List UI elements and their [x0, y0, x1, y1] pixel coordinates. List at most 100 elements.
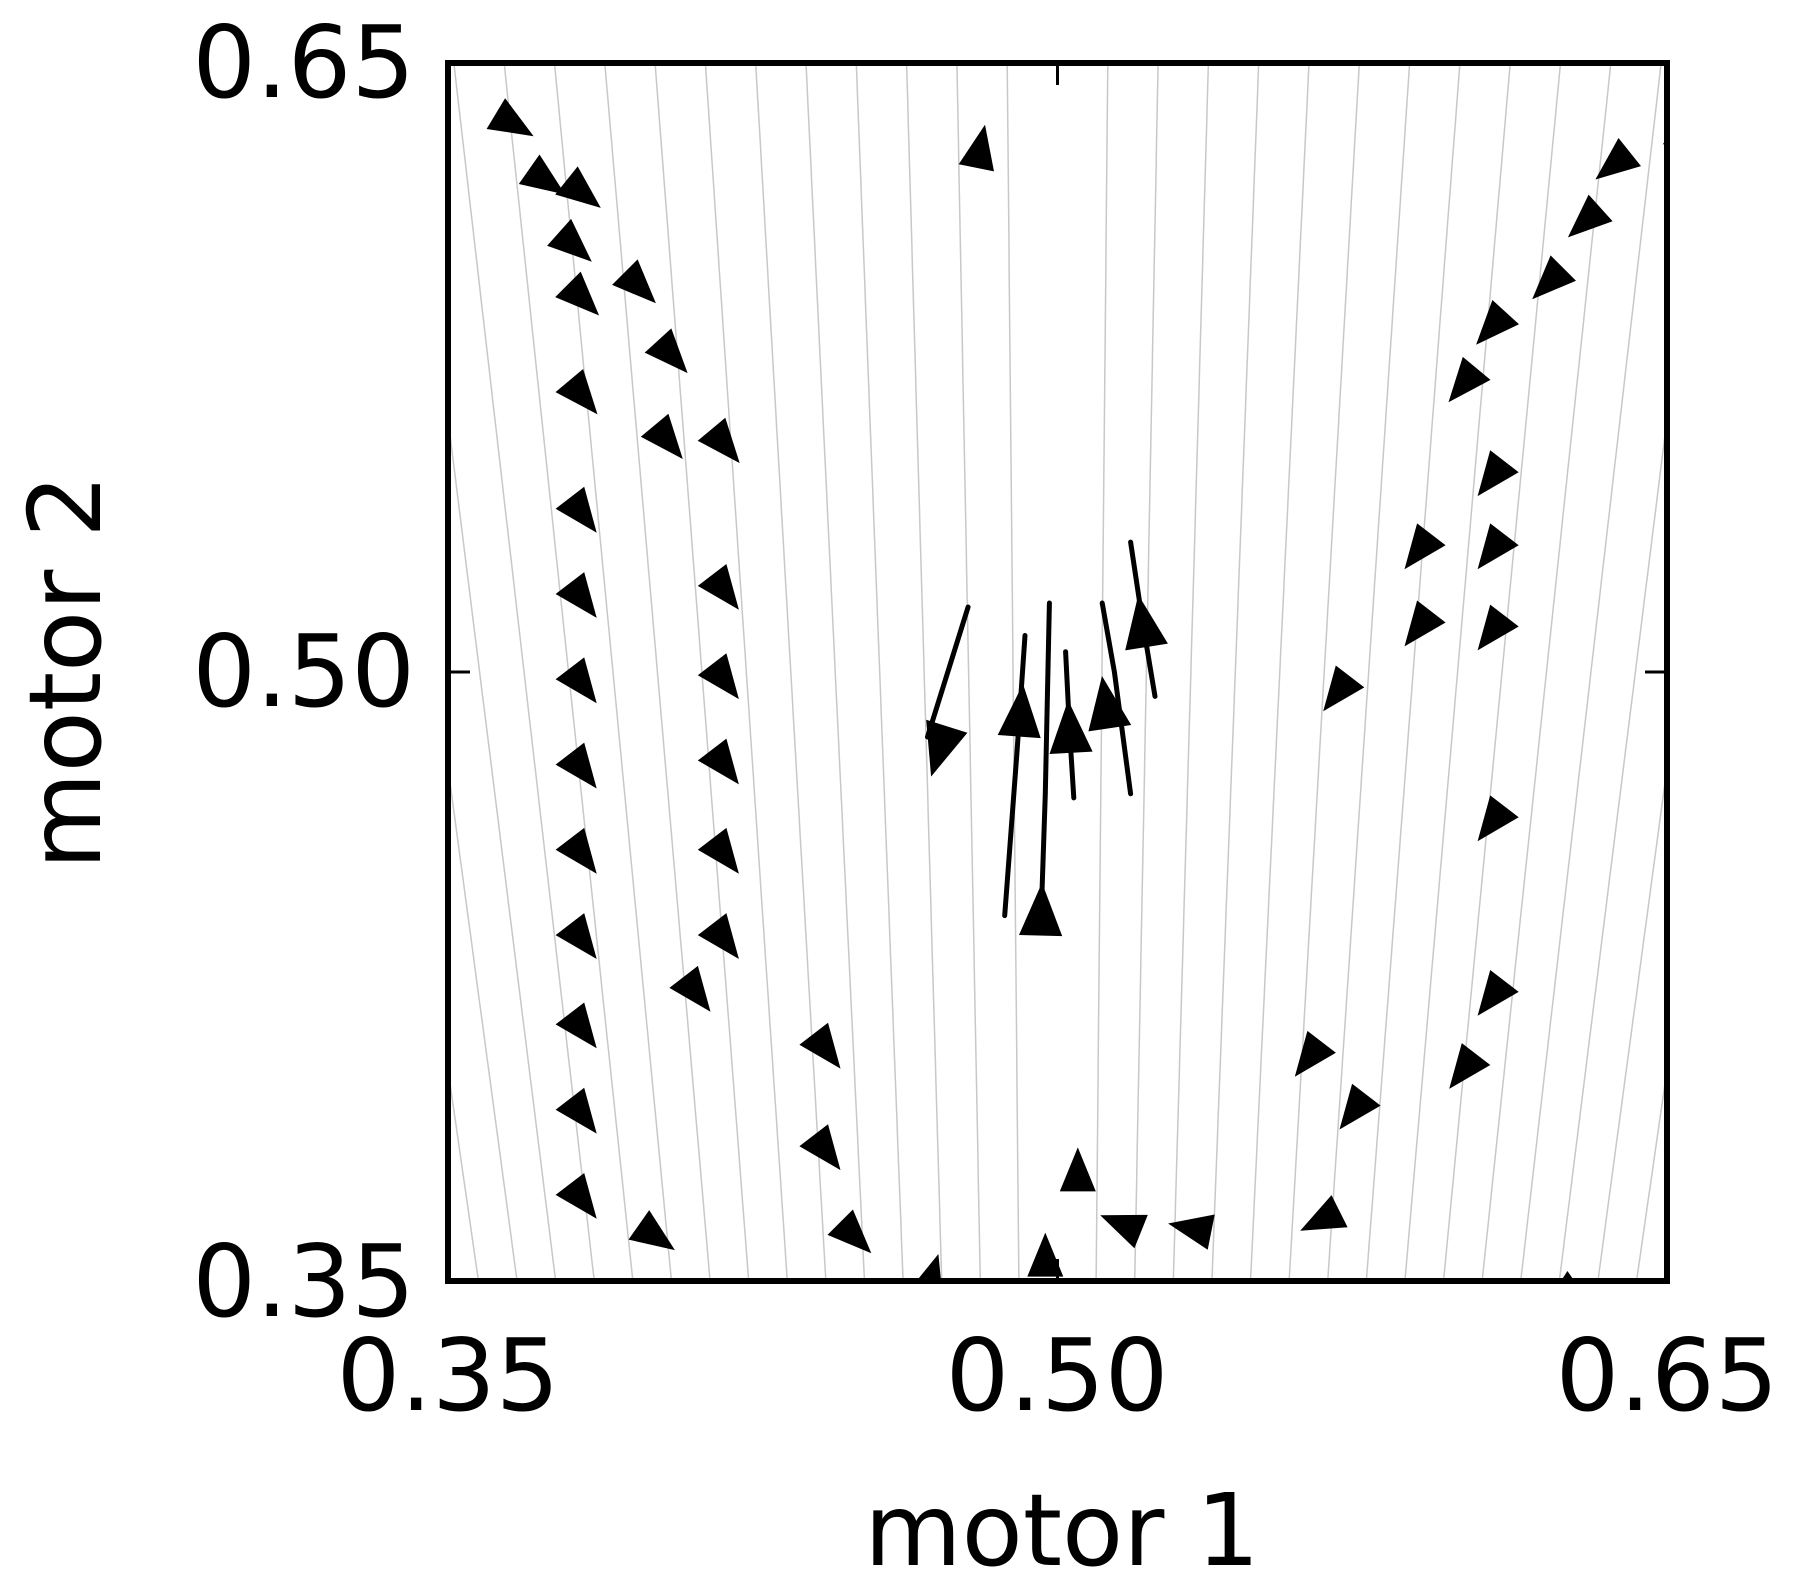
flow-arrow	[555, 271, 600, 316]
highlighted-streamlines	[925, 539, 1158, 919]
flow-arrow	[799, 1022, 841, 1069]
flow-arrow	[1300, 1195, 1348, 1231]
flow-arrow	[486, 98, 534, 137]
flow-arrow	[1567, 194, 1613, 238]
flow-arrow	[555, 657, 597, 704]
background-streamline	[604, 63, 711, 1281]
flow-arrow	[547, 218, 592, 262]
flow-arrow	[1100, 1214, 1148, 1249]
flow-arrow	[1339, 1083, 1381, 1130]
flow-arrow	[1449, 1043, 1491, 1089]
background-streamline	[1597, 761, 1667, 1281]
background-streamline	[1211, 63, 1260, 1281]
background-streamline	[855, 63, 904, 1281]
background-streamline	[1558, 412, 1667, 1281]
x-tick-label: 0.35	[337, 1317, 560, 1434]
background-streamline	[654, 63, 750, 1281]
flow-arrow	[1448, 356, 1491, 403]
flow-arrow	[1059, 1147, 1096, 1192]
highlighted-streamline	[925, 604, 971, 740]
background-streamline	[754, 63, 827, 1281]
background-streamline	[1249, 63, 1310, 1281]
background-streamline	[1519, 63, 1662, 1281]
flow-arrow	[1532, 255, 1576, 300]
x-axis-label: motor 1	[864, 1472, 1260, 1581]
flow-arrow	[555, 913, 597, 959]
flow-arrow	[555, 166, 601, 208]
background-streamline	[1172, 63, 1210, 1281]
background-streamline	[1365, 63, 1461, 1281]
flow-arrow	[644, 328, 688, 374]
background-streamline	[553, 63, 673, 1281]
background-streamline	[1326, 63, 1411, 1281]
background-streamline	[905, 63, 943, 1281]
y-axis-tick-labels: 0.35 0.50 0.65	[192, 4, 415, 1340]
background-streamline	[1095, 63, 1109, 1281]
flow-arrow	[1477, 450, 1519, 497]
background-streamline	[1752, 63, 1800, 1281]
flow-arrow	[958, 124, 994, 172]
flow-arrow	[697, 417, 740, 464]
flow-arrow	[1477, 604, 1519, 651]
background-streamline	[448, 761, 518, 1281]
background-streamline	[1133, 63, 1159, 1281]
background-streamline	[1675, 63, 1800, 1281]
flow-arrow	[1027, 1232, 1064, 1277]
flow-arrow	[697, 653, 739, 700]
x-tick-label: 0.50	[946, 1317, 1169, 1434]
flow-arrow	[1125, 594, 1168, 651]
flow-arrow	[997, 683, 1041, 739]
flow-arrow	[555, 1087, 597, 1134]
flow-arrow	[1477, 523, 1519, 570]
flow-arrow	[555, 827, 597, 874]
highlighted-streamline	[1099, 600, 1134, 797]
flow-arrow	[555, 369, 598, 415]
flow-arrow	[1476, 300, 1519, 345]
flow-arrow	[1477, 970, 1519, 1016]
flow-arrow	[1049, 700, 1093, 754]
plot-frame	[445, 60, 1670, 1284]
flow-arrow	[612, 259, 656, 304]
background-streamline	[1288, 63, 1361, 1281]
direction-arrows	[486, 98, 1667, 1281]
flow-arrow	[697, 827, 739, 874]
flow-arrow	[518, 154, 566, 195]
flow-arrow	[1595, 138, 1641, 180]
background-streamline	[1714, 63, 1800, 1281]
x-tick-label: 0.65	[1556, 1317, 1779, 1434]
flow-arrow	[628, 1210, 675, 1251]
flow-arrow	[1088, 676, 1132, 732]
flow-arrow	[1294, 1030, 1336, 1077]
flow-arrow	[669, 965, 711, 1012]
flow-arrow	[799, 1124, 841, 1171]
flow-arrow	[1168, 1214, 1215, 1250]
flow-arrow	[1019, 882, 1063, 937]
background-streamline	[956, 63, 982, 1281]
background-streamline	[453, 63, 596, 1281]
flow-arrow	[697, 913, 739, 959]
background-streamline	[704, 63, 789, 1281]
highlighted-streamline	[1038, 600, 1052, 919]
axis-ticks	[446, 61, 1669, 1283]
background-streamline	[448, 412, 557, 1281]
flow-arrow	[697, 738, 739, 785]
flow-arrow	[1560, 1271, 1575, 1281]
x-axis-tick-labels: 0.35 0.50 0.65	[337, 1317, 1779, 1434]
flow-arrow	[1477, 795, 1519, 842]
flow-arrow	[926, 719, 968, 777]
y-tick-label: 0.65	[192, 4, 415, 121]
flow-arrow	[697, 564, 739, 610]
background-streamline	[1006, 63, 1020, 1281]
y-axis-label: motor 2	[7, 474, 124, 870]
background-streamline	[805, 63, 866, 1281]
flow-arrow	[555, 1002, 597, 1049]
background-streamline	[1481, 63, 1612, 1281]
flow-arrow	[555, 1173, 597, 1219]
y-tick-label: 0.50	[192, 613, 415, 730]
flow-arrow	[1323, 665, 1365, 712]
flow-arrow	[555, 742, 597, 789]
flow-arrow	[555, 486, 597, 533]
flow-arrow	[555, 572, 597, 618]
flow-arrow	[640, 413, 683, 459]
